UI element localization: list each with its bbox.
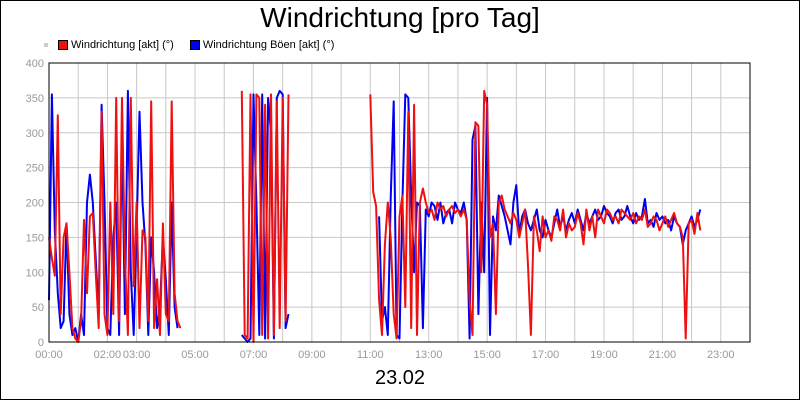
x-tick-label: 23:00 <box>707 349 735 361</box>
chart-legend: Windrichtung [akt] (°) Windrichtung Böen… <box>44 38 350 52</box>
series-1-line-segment <box>369 89 702 340</box>
legend-entry-series-1: Windrichtung [akt] (°) <box>58 39 174 51</box>
y-tick-label: 350 <box>26 93 44 105</box>
y-tick-label: 150 <box>26 232 44 244</box>
legend-swatch-series-1 <box>58 40 68 50</box>
x-tick-label: 02:00 <box>94 349 122 361</box>
y-tick-label: 0 <box>38 337 44 349</box>
series-1-line-segment <box>48 96 182 343</box>
y-tick-label: 250 <box>26 163 44 175</box>
y-axis-ticks: 0 50 100 150 200 250 300 350 400 <box>26 58 44 349</box>
series-2-line-segment <box>378 93 702 340</box>
x-tick-label: 05:00 <box>181 349 209 361</box>
y-tick-label: 300 <box>26 128 44 140</box>
y-tick-label: 100 <box>26 267 44 279</box>
x-axis-label: 23.02 <box>374 367 426 389</box>
legend-marker-icon <box>44 43 48 47</box>
x-tick-label: 13:00 <box>415 349 443 361</box>
x-tick-label: 09:00 <box>298 349 326 361</box>
x-tick-label: 11:00 <box>357 349 384 361</box>
chart-title: Windrichtung [pro Tag] <box>260 2 540 33</box>
series-lines <box>48 89 702 343</box>
x-tick-label: 17:00 <box>532 349 560 361</box>
legend-label-series-1: Windrichtung [akt] (°) <box>71 39 174 51</box>
y-tick-label: 200 <box>26 198 44 210</box>
x-tick-label: 19:00 <box>590 349 618 361</box>
legend-entry-series-2: Windrichtung Böen [akt] (°) <box>189 39 335 51</box>
series-1-line-segment <box>240 90 290 343</box>
x-axis-ticks: 00:00 02:00 03:00 05:00 07:00 09:00 11:00 13:00… <box>35 349 734 361</box>
x-tick-label: 00:00 <box>35 349 63 361</box>
x-tick-label: 03:00 <box>123 349 151 361</box>
legend-swatch-series-2 <box>189 40 200 50</box>
x-tick-label: 07:00 <box>240 349 268 361</box>
legend-label-series-2: Windrichtung Böen [akt] (°) <box>202 39 335 51</box>
x-tick-label: 15:00 <box>473 349 501 361</box>
plot-border <box>48 62 751 343</box>
y-tick-label: 50 <box>32 302 44 314</box>
y-tick-label: 400 <box>26 58 44 70</box>
x-tick-label: 21:00 <box>649 349 677 361</box>
series-2-line-segment <box>241 89 290 343</box>
